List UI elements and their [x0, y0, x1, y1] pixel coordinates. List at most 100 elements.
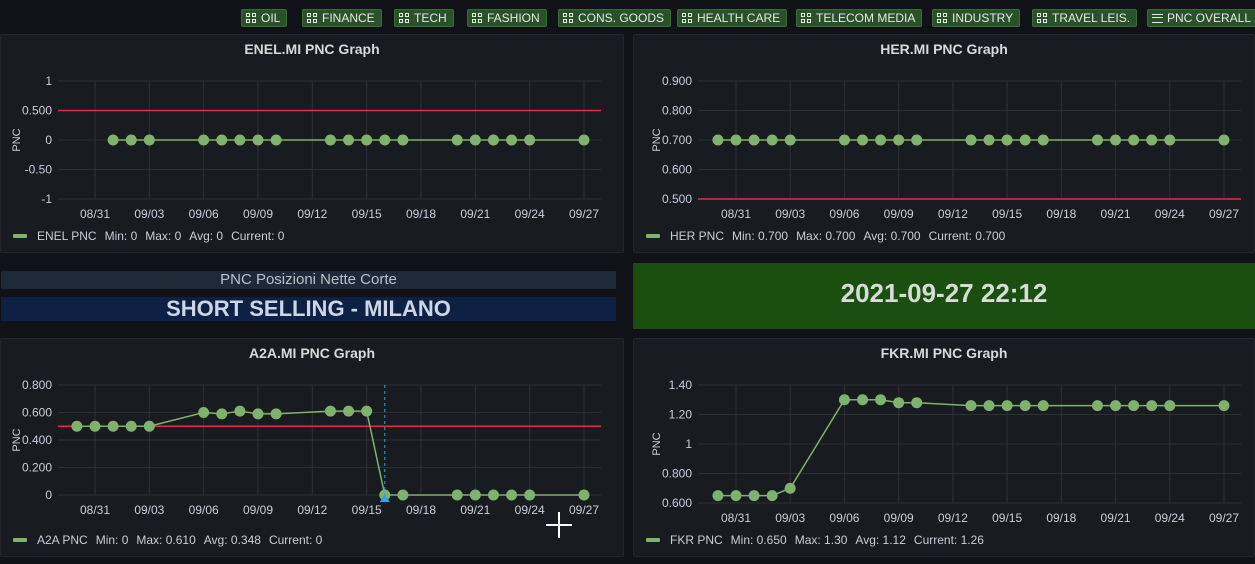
menu-icon: [1152, 13, 1163, 23]
dashboard-links-bar: OIL FINANCE TECH FASHION CONS. GOODS HEALTH C…: [0, 0, 1255, 34]
data-point: [125, 134, 137, 146]
x-tick-label: 08/31: [80, 503, 110, 517]
nav-button-health-care[interactable]: HEALTH CARE: [677, 9, 788, 27]
x-tick-label: 09/15: [352, 207, 382, 221]
legend-current: Current: 0.700: [928, 229, 1006, 243]
nav-button-label: PNC OVERALL: [1167, 11, 1252, 25]
grid-icon: [563, 12, 574, 24]
y-tick-label: 0.800: [662, 104, 692, 118]
x-tick-label: 09/27: [569, 207, 599, 221]
data-point: [1128, 134, 1140, 146]
data-point: [397, 489, 409, 501]
data-point: [270, 408, 282, 420]
panel-enel: ENEL.MI PNC Graph 1 0.500 0 -0.50 -1 08/31 09/…: [0, 34, 624, 253]
nav-button-label: TECH: [414, 11, 447, 25]
nav-button-pnc-overall[interactable]: PNC OVERALL: [1147, 9, 1255, 27]
grid-icon: [937, 12, 948, 24]
y-tick-label: 1.20: [669, 408, 693, 422]
y-tick-label: 1: [45, 74, 52, 88]
legend-current: Current: 1.26: [913, 533, 984, 547]
x-tick-label: 09/21: [460, 503, 490, 517]
nav-button-finance[interactable]: FINANCE: [302, 9, 382, 27]
data-point: [143, 134, 155, 146]
legend-swatch: [646, 538, 660, 542]
y-axis-label: PNC: [11, 128, 23, 151]
data-point: [125, 420, 137, 432]
nav-button-label: OIL: [261, 11, 281, 25]
x-tick-label: 09/15: [352, 503, 382, 517]
panel-title[interactable]: FKR.MI PNC Graph: [880, 345, 1008, 361]
legend-min: Min: 0.650: [730, 533, 787, 547]
nav-button-label: HEALTH CARE: [697, 11, 781, 25]
panel-a2a: A2A.MI PNC Graph 0.800 0.600 0.400 0.200 0 08…: [0, 338, 624, 557]
info-title: SHORT SELLING - MILANO: [1, 297, 616, 321]
legend-min: Min: 0.700: [732, 229, 789, 243]
x-tick-label: 09/03: [775, 207, 805, 221]
data-point: [893, 397, 905, 409]
grid-icon: [1037, 12, 1048, 24]
data-point: [506, 134, 518, 146]
x-tick-label: 09/18: [406, 503, 436, 517]
data-point: [361, 134, 373, 146]
data-point: [965, 400, 977, 412]
legend-series-name[interactable]: ENEL PNC: [37, 229, 97, 243]
x-tick-label: 09/09: [884, 207, 914, 221]
x-tick-label: 09/03: [134, 503, 164, 517]
nav-button-tech[interactable]: TECH: [394, 9, 454, 27]
x-tick-label: 09/27: [1209, 207, 1239, 221]
legend-min: Min: 0: [95, 533, 129, 547]
crosshair-cursor-icon: [546, 512, 572, 538]
legend-series-name[interactable]: A2A PNC: [37, 533, 88, 547]
nav-button-oil[interactable]: OIL: [241, 9, 288, 27]
data-point: [1146, 134, 1158, 146]
y-tick-label: 0.200: [22, 461, 52, 475]
x-tick-label: 09/18: [1046, 207, 1076, 221]
x-tick-label: 09/03: [775, 511, 805, 525]
data-point: [965, 134, 977, 146]
grid-icon: [682, 12, 693, 24]
nav-button-fashion[interactable]: FASHION: [467, 9, 547, 27]
x-tick-label: 09/12: [938, 511, 968, 525]
data-point: [361, 405, 373, 417]
x-tick-label: 09/09: [243, 503, 273, 517]
grid-icon: [246, 12, 257, 24]
data-point: [857, 394, 869, 406]
data-point: [893, 134, 905, 146]
nav-button-label: TRAVEL LEIS.: [1052, 11, 1131, 25]
y-tick-label: 0.600: [662, 163, 692, 177]
data-point: [1146, 400, 1158, 412]
data-point: [1019, 400, 1031, 412]
panel-title[interactable]: ENEL.MI PNC Graph: [244, 41, 380, 57]
legend-series-name[interactable]: HER PNC: [670, 229, 725, 243]
nav-button-label: INDUSTRY: [952, 11, 1014, 25]
data-point: [983, 134, 995, 146]
legend-max: Max: 0.610: [136, 533, 196, 547]
x-tick-label: 09/06: [829, 207, 859, 221]
nav-button-travel-leis[interactable]: TRAVEL LEIS.: [1032, 9, 1138, 27]
nav-button-telecom-media[interactable]: TELECOM MEDIA: [796, 9, 923, 27]
data-point: [324, 134, 336, 146]
data-point: [857, 134, 869, 146]
panel-title[interactable]: A2A.MI PNC Graph: [248, 345, 375, 361]
x-tick-label: 08/31: [80, 207, 110, 221]
grid-icon: [307, 12, 318, 24]
legend-avg: Avg: 0: [189, 229, 224, 243]
chart-legend: A2A PNC Min: 0 Max: 0.610 Avg: 0.348 Cur…: [13, 533, 322, 547]
data-point: [270, 134, 282, 146]
nav-button-label: CONS. GOODS: [578, 11, 665, 25]
x-tick-label: 09/18: [406, 207, 436, 221]
nav-button-industry[interactable]: INDUSTRY: [932, 9, 1021, 27]
data-point: [1091, 134, 1103, 146]
y-tick-label: 0: [45, 488, 52, 502]
data-point: [730, 490, 742, 502]
data-point: [198, 134, 210, 146]
x-tick-label: 09/24: [1155, 207, 1185, 221]
nav-button-cons-goods[interactable]: CONS. GOODS: [558, 9, 672, 27]
y-axis-label: PNC: [651, 128, 663, 151]
panel-title[interactable]: HER.MI PNC Graph: [880, 41, 1008, 57]
y-tick-label: 1: [685, 437, 692, 451]
data-point: [343, 134, 355, 146]
x-tick-label: 09/06: [189, 503, 219, 517]
y-tick-label: 1.40: [669, 378, 693, 392]
legend-series-name[interactable]: FKR PNC: [670, 533, 723, 547]
